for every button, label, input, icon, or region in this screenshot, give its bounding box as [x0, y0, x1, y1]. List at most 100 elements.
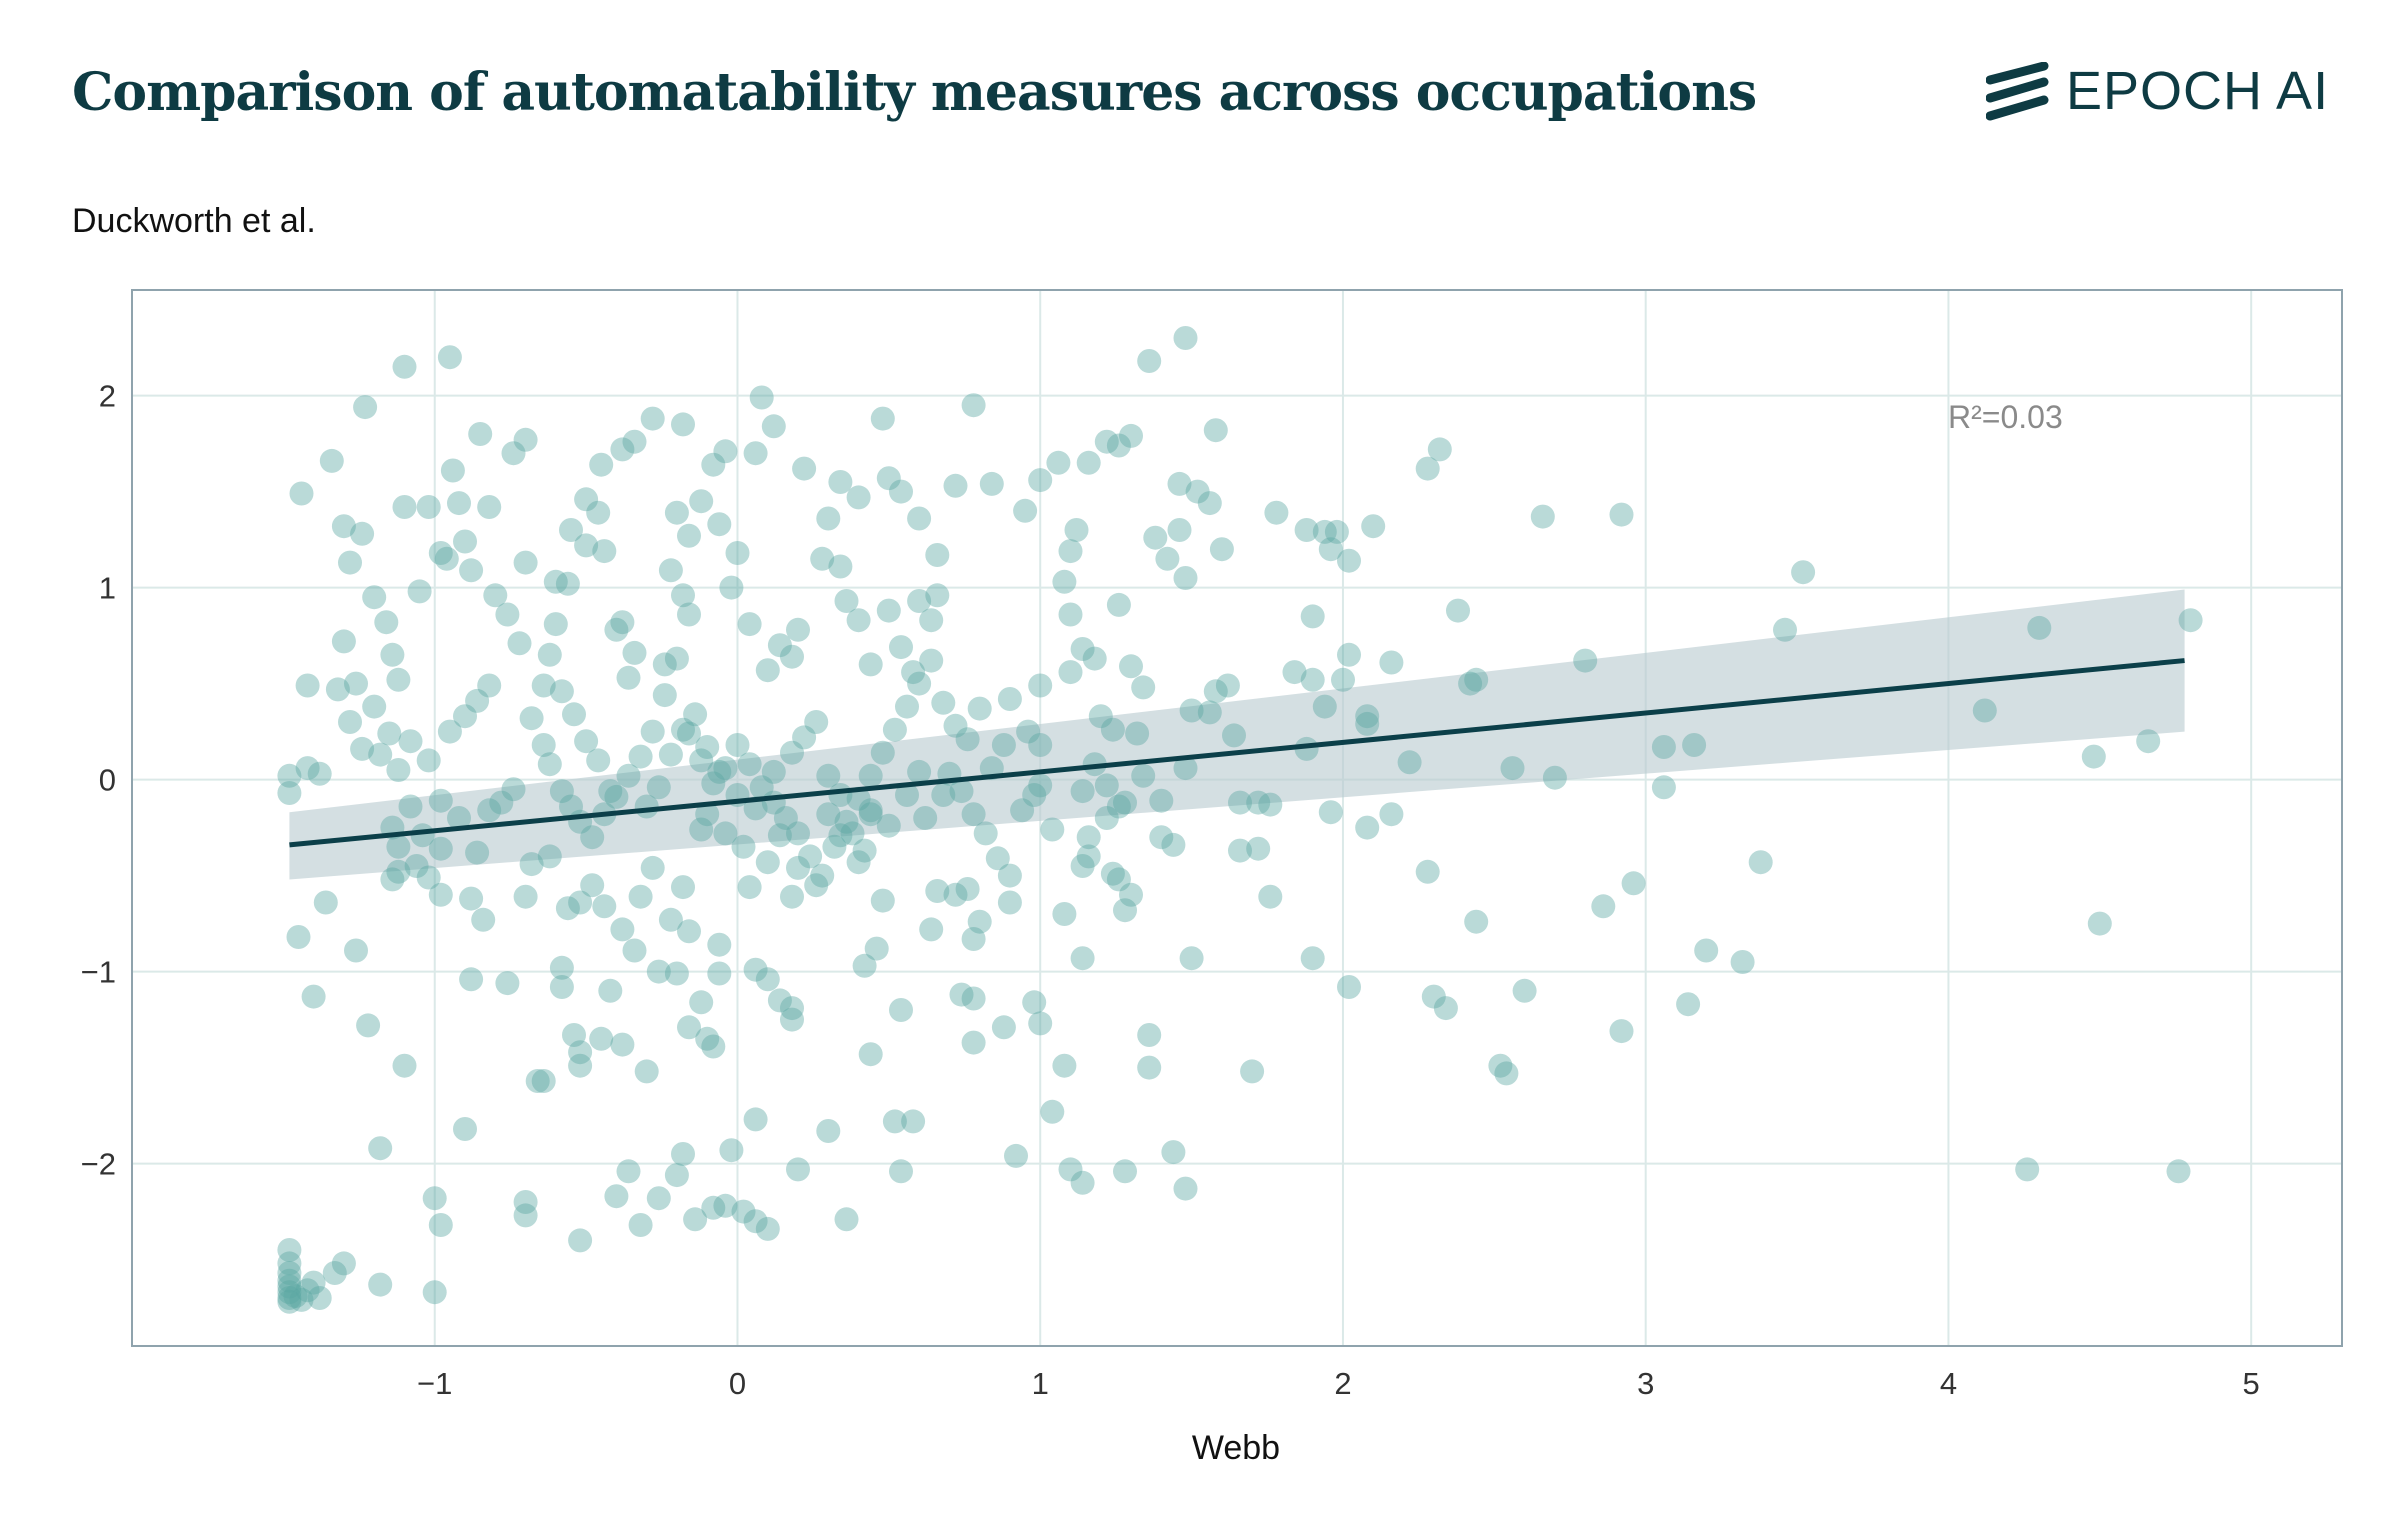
data-point [949, 779, 974, 804]
data-point [1331, 667, 1355, 692]
data-point [1651, 735, 1676, 759]
data-point [931, 690, 956, 715]
data-point [477, 798, 502, 823]
data-point [1209, 537, 1234, 562]
data-point [664, 1163, 689, 1188]
data-point [828, 783, 853, 807]
data-point [683, 1207, 708, 1232]
data-point [755, 850, 780, 875]
data-point [1058, 660, 1083, 685]
data-point [755, 967, 780, 992]
data-point [453, 529, 477, 554]
data-point [368, 1272, 393, 1297]
data-point [786, 821, 810, 846]
data-point [1258, 884, 1283, 909]
data-point [671, 875, 695, 900]
data-point [277, 1286, 302, 1310]
data-point [761, 414, 786, 439]
data-point [277, 1261, 302, 1285]
data-point [707, 932, 732, 957]
data-point [961, 1030, 986, 1055]
data-point [1421, 984, 1446, 1009]
data-point [1222, 723, 1246, 748]
data-point [1300, 667, 1325, 692]
data-point [440, 458, 465, 483]
x-tick-label: 2 [1334, 1366, 1351, 1401]
data-point [907, 589, 932, 613]
data-point [465, 840, 490, 865]
y-tick-label: 1 [99, 571, 116, 606]
data-point [447, 491, 471, 516]
data-point [1179, 698, 1204, 723]
data-point [828, 470, 853, 494]
data-point [804, 873, 829, 898]
data-point [350, 736, 375, 761]
data-point [350, 521, 375, 546]
x-axis-title: Webb [1192, 1429, 1280, 1467]
data-point [628, 884, 653, 909]
data-point [555, 571, 580, 596]
data-point [907, 759, 932, 784]
data-point [1028, 773, 1053, 798]
data-point [483, 583, 508, 608]
data-point [876, 466, 901, 491]
data-point [1397, 750, 1422, 775]
data-point [1058, 539, 1083, 564]
data-point [1791, 560, 1816, 585]
data-point [580, 873, 605, 898]
data-point [628, 1213, 653, 1237]
data-point [1131, 675, 1156, 700]
data-point [1446, 598, 1470, 623]
data-point [1415, 859, 1440, 884]
data-point [1294, 518, 1319, 542]
data-point [574, 487, 599, 512]
data-point [459, 558, 484, 583]
epoch-logo-icon [1986, 62, 2049, 121]
data-point [1058, 1157, 1083, 1182]
data-point [1028, 673, 1053, 698]
data-point [1240, 1059, 1265, 1084]
data-point [1433, 996, 1458, 1021]
data-point [1573, 648, 1598, 673]
data-point [610, 610, 635, 635]
data-point [622, 640, 647, 665]
data-point [2081, 744, 2106, 769]
data-point [816, 802, 841, 827]
data-point [586, 748, 611, 773]
data-point [589, 1026, 614, 1051]
data-point [689, 489, 714, 514]
data-point [677, 721, 701, 746]
data-point [1379, 802, 1404, 827]
x-tick-label: 1 [1032, 1366, 1049, 1401]
data-point [889, 998, 913, 1022]
data-point [404, 854, 429, 878]
data-point [1609, 502, 1634, 527]
data-point [864, 936, 889, 961]
data-point [1064, 518, 1089, 542]
data-point [331, 629, 356, 654]
data-point [513, 550, 538, 575]
data-point [513, 884, 538, 909]
data-point [689, 990, 714, 1015]
y-tick-label: −1 [81, 955, 116, 990]
data-point [568, 890, 593, 915]
data-point [961, 927, 986, 951]
confidence-band-layer [289, 589, 2185, 880]
data-point [295, 1278, 320, 1303]
data-point [568, 1228, 593, 1253]
data-point [1076, 844, 1101, 869]
data-point [780, 740, 804, 765]
data-point [707, 759, 732, 784]
data-point [1137, 349, 1162, 373]
data-point [1228, 838, 1252, 863]
data-point [1173, 1176, 1198, 1201]
data-point [979, 471, 1004, 496]
data-point [368, 1136, 393, 1161]
data-point [1312, 519, 1337, 544]
data-point [671, 412, 695, 437]
data-point [755, 1216, 780, 1241]
data-point [646, 1186, 671, 1211]
data-point [616, 665, 641, 690]
data-point [997, 890, 1022, 915]
data-point [846, 786, 871, 811]
